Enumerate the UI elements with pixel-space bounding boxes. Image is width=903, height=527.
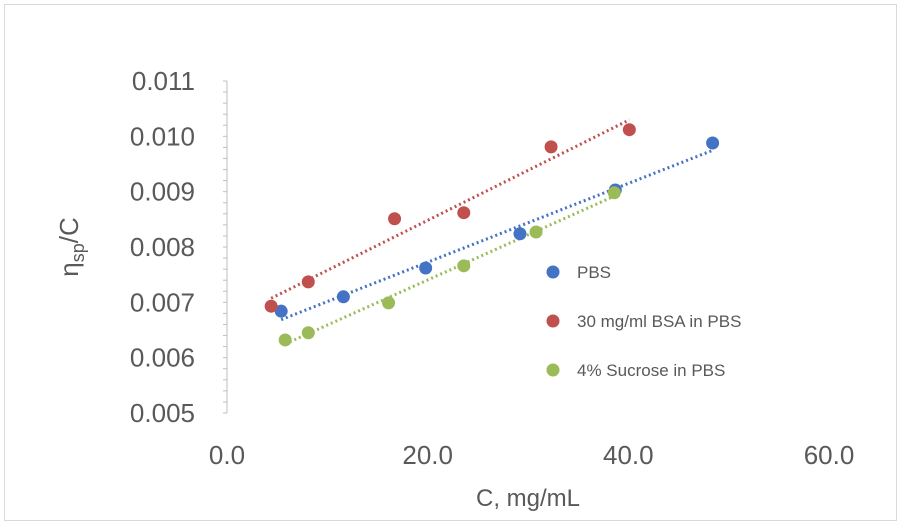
data-point xyxy=(529,225,543,239)
data-point xyxy=(264,299,278,313)
x-axis-label: C, mg/mL xyxy=(476,485,580,512)
chart-frame xyxy=(4,4,897,521)
y-tick-label: 0.011 xyxy=(132,66,195,96)
y-tick-label: 0.009 xyxy=(130,177,195,207)
data-point xyxy=(274,304,288,318)
trendline-2 xyxy=(284,194,615,346)
y-tick-label: 0.010 xyxy=(130,121,195,151)
data-point xyxy=(301,275,315,289)
legend-label: PBS xyxy=(577,263,611,282)
data-point xyxy=(457,206,471,220)
x-tick-label: 40.0 xyxy=(603,440,654,470)
data-point xyxy=(301,326,315,340)
y-tick-label: 0.005 xyxy=(130,398,195,428)
data-point xyxy=(607,186,621,200)
y-tick-label: 0.007 xyxy=(130,287,195,317)
legend-marker xyxy=(546,265,560,279)
y-axis-label: ηsp/C xyxy=(54,217,88,276)
data-point xyxy=(278,333,292,347)
legend-marker xyxy=(546,314,560,328)
data-point xyxy=(622,123,636,137)
x-tick-label: 0.0 xyxy=(209,440,245,470)
data-point xyxy=(336,290,350,304)
legend-label: 30 mg/ml BSA in PBS xyxy=(577,312,741,331)
y-tick-label: 0.006 xyxy=(130,343,195,373)
legend-label: 4% Sucrose in PBS xyxy=(577,361,725,380)
x-tick-label: 20.0 xyxy=(402,440,453,470)
data-point xyxy=(419,261,433,275)
data-point xyxy=(457,259,471,273)
trendline-0 xyxy=(280,148,714,322)
data-point xyxy=(544,140,558,154)
x-tick-label: 60.0 xyxy=(804,440,855,470)
y-tick-label: 0.008 xyxy=(130,232,195,262)
data-point xyxy=(388,212,402,226)
trendline-1 xyxy=(270,118,631,300)
data-point xyxy=(706,136,720,150)
data-point xyxy=(382,296,396,310)
data-point xyxy=(513,227,527,241)
legend-marker xyxy=(546,363,560,377)
